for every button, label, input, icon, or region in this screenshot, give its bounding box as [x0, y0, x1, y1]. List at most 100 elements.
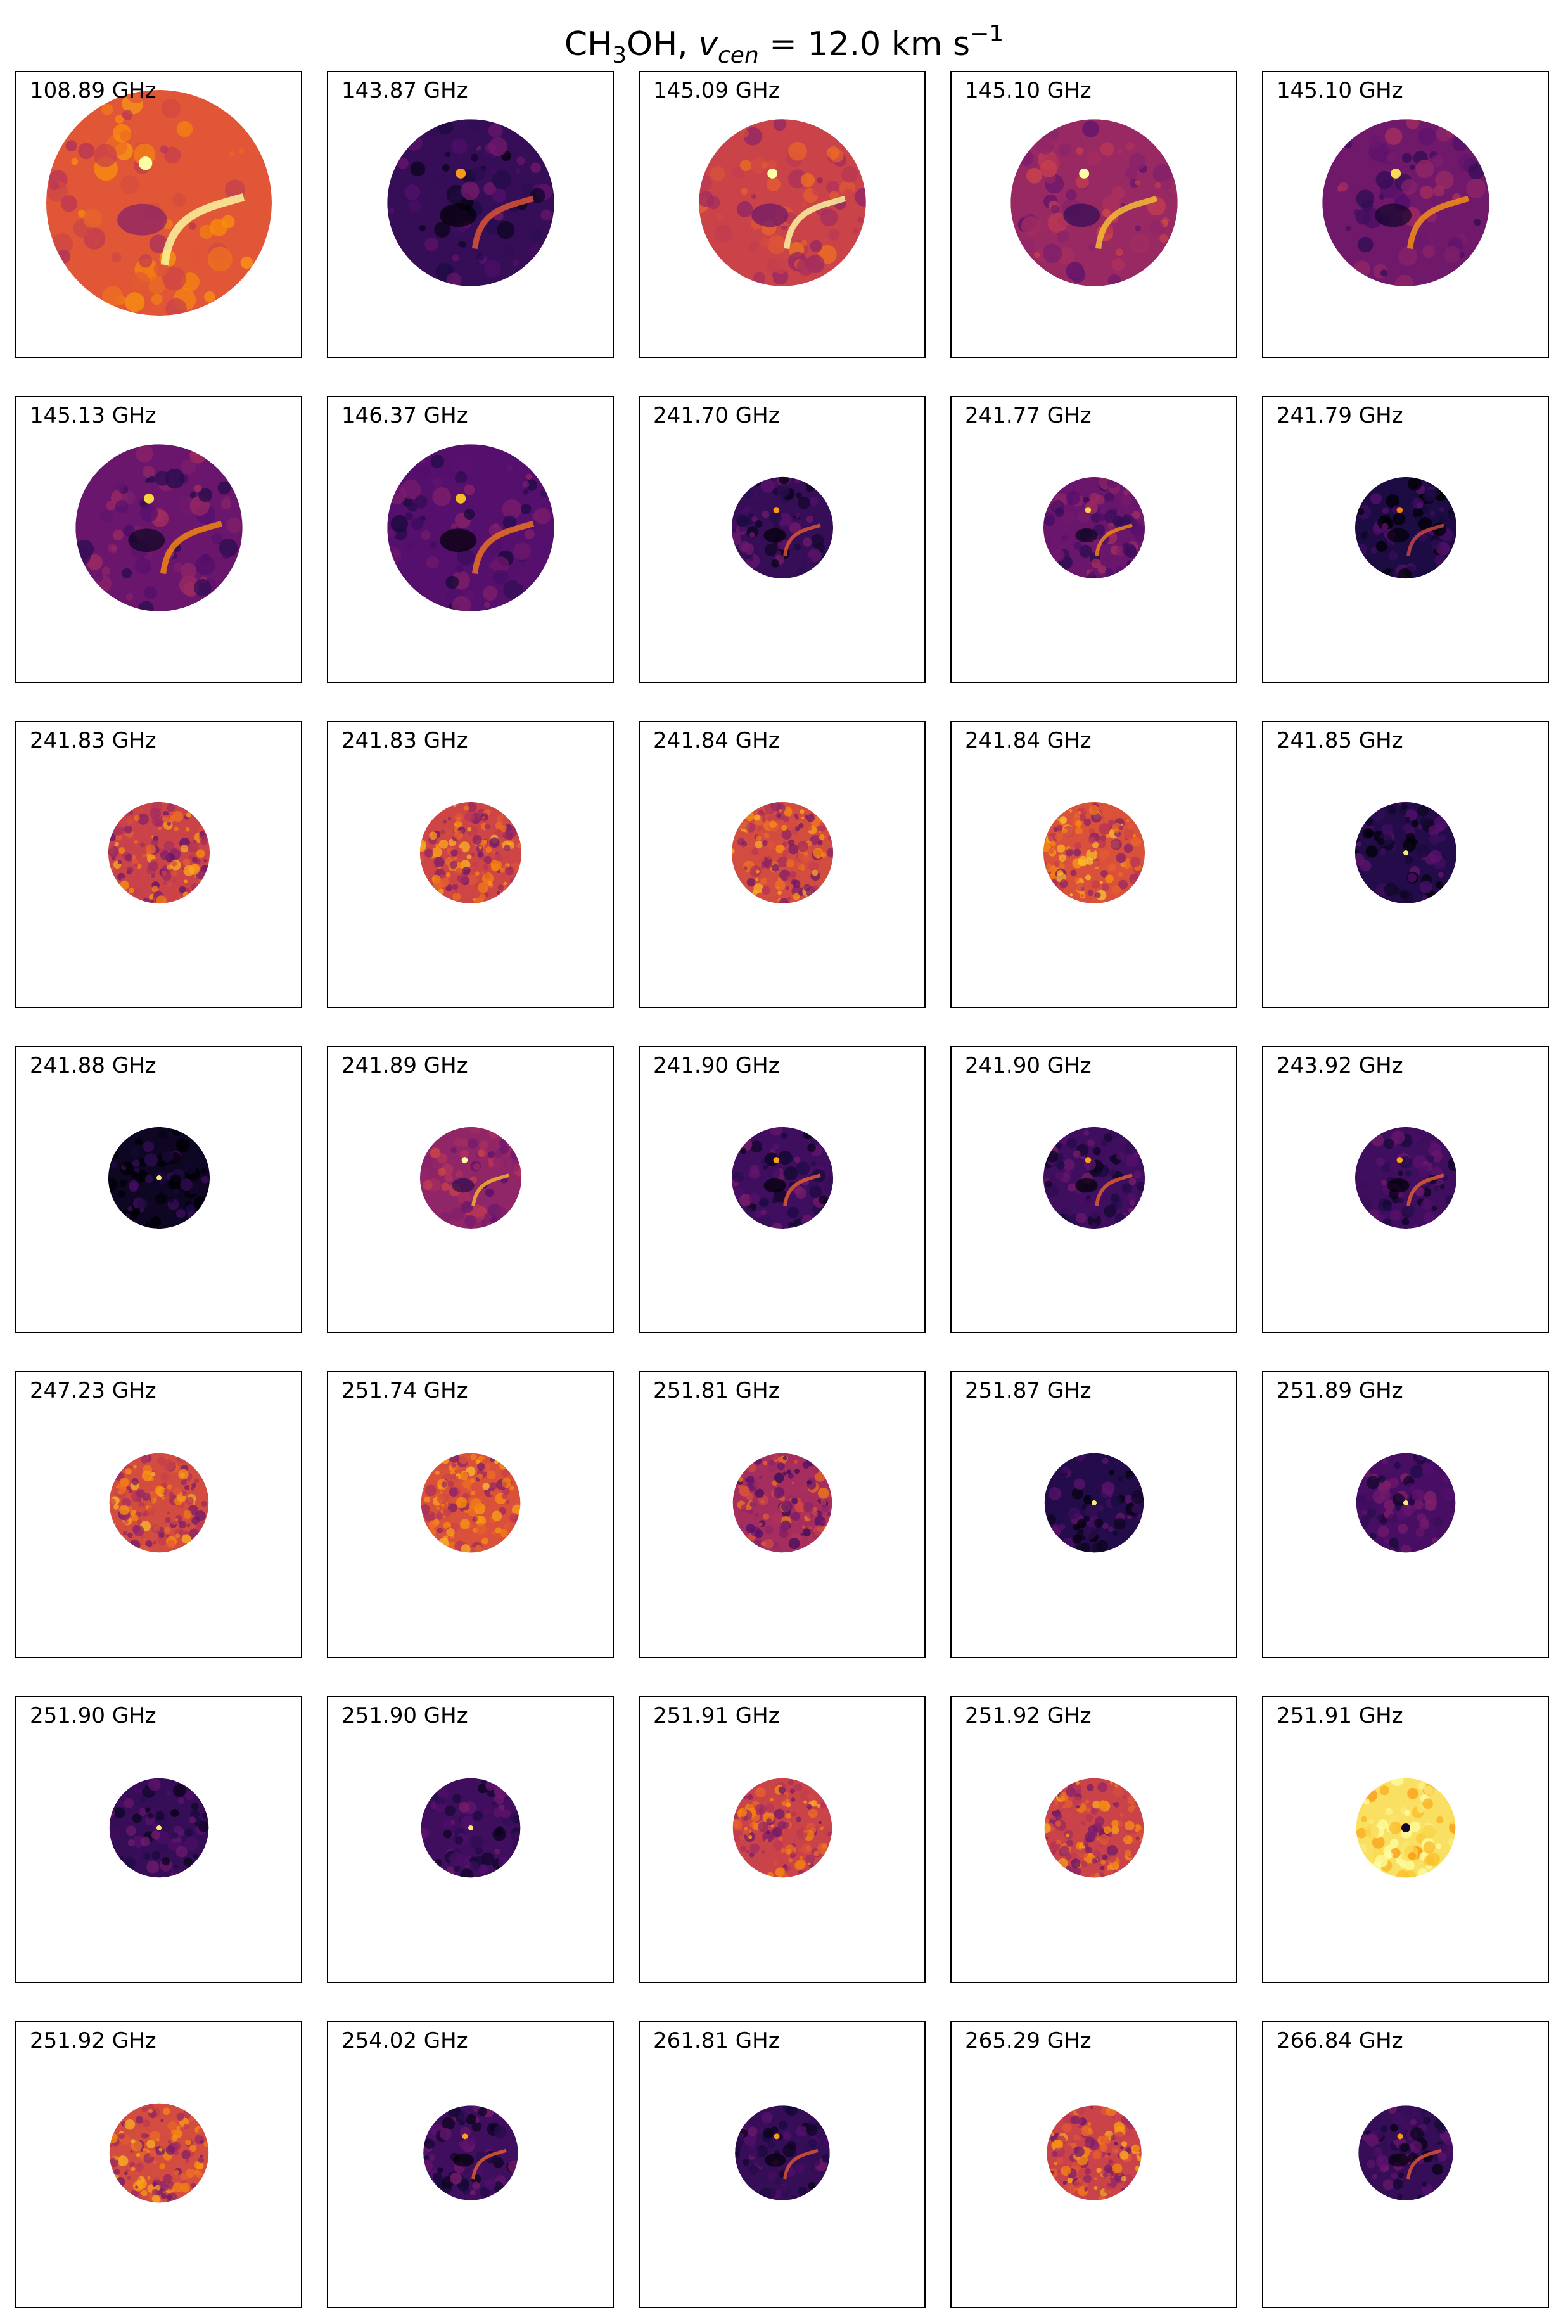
panel-frequency-label: 241.83 GHz — [341, 728, 468, 753]
channel-panel: 145.13 GHz — [15, 396, 302, 683]
emission-disk — [699, 119, 866, 286]
channel-map — [731, 476, 834, 579]
figure-title: CH3OH, vcen = 12.0 km s−1 — [564, 21, 1004, 68]
channel-map — [387, 119, 554, 286]
panel-frequency-label: 143.87 GHz — [341, 78, 468, 103]
panel-frequency-label: 254.02 GHz — [341, 2028, 468, 2053]
compact-source-marker — [1403, 1500, 1408, 1505]
panel-frequency-label: 241.77 GHz — [965, 403, 1092, 428]
channel-panel: 251.91 GHz — [1262, 1696, 1549, 1983]
panel-frequency-label: 241.84 GHz — [965, 728, 1092, 753]
panel-frequency-label: 251.90 GHz — [30, 1703, 156, 1728]
channel-map — [1044, 1778, 1144, 1878]
panel-frequency-label: 251.81 GHz — [653, 1378, 780, 1403]
panel-frequency-label: 251.91 GHz — [653, 1703, 780, 1728]
panel-frequency-label: 251.92 GHz — [965, 1703, 1092, 1728]
panel-frequency-label: 266.84 GHz — [1277, 2028, 1403, 2053]
channel-map — [46, 90, 272, 316]
emission-disk — [387, 444, 554, 611]
compact-source-marker — [156, 1175, 162, 1180]
channel-panel: 241.77 GHz — [950, 396, 1237, 683]
channel-map — [731, 801, 834, 904]
channel-map — [421, 1778, 521, 1878]
channel-map — [1043, 476, 1145, 579]
channel-map — [1322, 119, 1489, 286]
compact-source-marker — [1092, 1500, 1097, 1505]
channel-panel: 241.88 GHz — [15, 1046, 302, 1333]
channel-map — [109, 1778, 209, 1878]
panel-frequency-label: 241.79 GHz — [1277, 403, 1403, 428]
panel-frequency-label: 241.90 GHz — [965, 1053, 1092, 1078]
channel-map — [387, 444, 554, 611]
channel-panel: 251.74 GHz — [327, 1371, 614, 1658]
channel-panel: 243.92 GHz — [1262, 1046, 1549, 1333]
compact-source-marker — [156, 1825, 162, 1830]
channel-panel: 241.90 GHz — [639, 1046, 926, 1333]
channel-panel: 241.83 GHz — [327, 721, 614, 1008]
channel-map — [109, 1453, 209, 1553]
panel-frequency-label: 247.23 GHz — [30, 1378, 156, 1403]
channel-map — [1043, 801, 1145, 904]
channel-map — [1356, 1778, 1456, 1878]
panel-frequency-label: 251.87 GHz — [965, 1378, 1092, 1403]
channel-panel: 143.87 GHz — [327, 71, 614, 358]
panel-frequency-label: 145.09 GHz — [653, 78, 780, 103]
channel-panel: 251.92 GHz — [15, 2021, 302, 2308]
panel-frequency-label: 241.90 GHz — [653, 1053, 780, 1078]
panel-frequency-label: 265.29 GHz — [965, 2028, 1092, 2053]
panel-frequency-label: 241.70 GHz — [653, 403, 780, 428]
panel-frequency-label: 243.92 GHz — [1277, 1053, 1403, 1078]
channel-panel: 241.85 GHz — [1262, 721, 1549, 1008]
channel-map — [423, 2105, 518, 2200]
panel-frequency-label: 108.89 GHz — [30, 78, 156, 103]
channel-panel: 266.84 GHz — [1262, 2021, 1549, 2308]
channel-map — [421, 1453, 521, 1553]
panel-frequency-label: 251.74 GHz — [341, 1378, 468, 1403]
channel-panel: 145.09 GHz — [639, 71, 926, 358]
channel-map — [1354, 476, 1457, 579]
channel-map — [1043, 1127, 1145, 1229]
compact-source-marker — [1403, 850, 1408, 855]
panel-frequency-label: 241.84 GHz — [653, 728, 780, 753]
panel-frequency-label: 251.91 GHz — [1277, 1703, 1403, 1728]
channel-map — [699, 119, 866, 286]
channel-panel: 241.70 GHz — [639, 396, 926, 683]
compact-source-marker — [1401, 1823, 1410, 1832]
panel-frequency-label: 251.90 GHz — [341, 1703, 468, 1728]
channel-map — [1354, 1127, 1457, 1229]
panel-frequency-label: 145.10 GHz — [965, 78, 1092, 103]
channel-map — [75, 444, 243, 611]
channel-panel: 251.91 GHz — [639, 1696, 926, 1983]
channel-panel: 247.23 GHz — [15, 1371, 302, 1658]
channel-panel: 241.84 GHz — [950, 721, 1237, 1008]
channel-panel: 241.89 GHz — [327, 1046, 614, 1333]
panel-frequency-label: 146.37 GHz — [341, 403, 468, 428]
channel-panel: 265.29 GHz — [950, 2021, 1237, 2308]
channel-panel: 145.10 GHz — [1262, 71, 1549, 358]
panel-frequency-label: 241.88 GHz — [30, 1053, 156, 1078]
channel-panel: 251.90 GHz — [15, 1696, 302, 1983]
channel-panel: 261.81 GHz — [639, 2021, 926, 2308]
channel-panel: 251.81 GHz — [639, 1371, 926, 1658]
panel-frequency-label: 241.83 GHz — [30, 728, 156, 753]
channel-map — [419, 801, 522, 904]
panel-frequency-label: 241.89 GHz — [341, 1053, 468, 1078]
channel-map — [1358, 2105, 1453, 2200]
panel-frequency-label: 251.89 GHz — [1277, 1378, 1403, 1403]
channel-map — [1010, 119, 1178, 286]
channel-map — [109, 2103, 209, 2203]
panel-frequency-label: 261.81 GHz — [653, 2028, 780, 2053]
channel-panel: 251.90 GHz — [327, 1696, 614, 1983]
compact-source-marker — [468, 1825, 473, 1830]
panel-frequency-label: 251.92 GHz — [30, 2028, 156, 2053]
channel-map — [108, 1127, 210, 1229]
channel-map — [735, 2105, 830, 2200]
channel-map — [732, 1453, 832, 1553]
channel-map — [731, 1127, 834, 1229]
channel-panel: 254.02 GHz — [327, 2021, 614, 2308]
channel-map — [1047, 2105, 1142, 2200]
panel-frequency-label: 145.10 GHz — [1277, 78, 1403, 103]
channel-panel: 251.89 GHz — [1262, 1371, 1549, 1658]
channel-panel: 146.37 GHz — [327, 396, 614, 683]
channel-map — [1044, 1453, 1144, 1553]
